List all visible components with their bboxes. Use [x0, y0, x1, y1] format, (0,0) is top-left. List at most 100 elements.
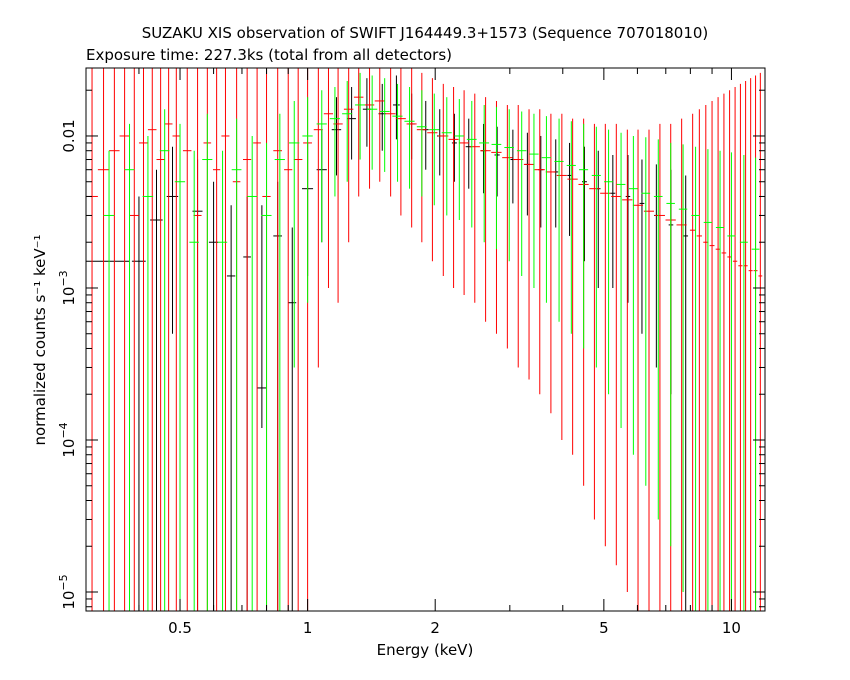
- data-point: [676, 118, 687, 611]
- data-point: [159, 109, 170, 611]
- plot-area: [85, 67, 766, 612]
- data-point: [541, 116, 552, 303]
- data-point: [538, 135, 544, 228]
- plot-frame: [85, 67, 766, 612]
- data-point: [217, 150, 228, 611]
- data-point: [625, 154, 631, 303]
- data-point: [591, 126, 601, 368]
- data-point: [479, 104, 490, 243]
- data-point: [231, 118, 242, 611]
- data-point: [739, 154, 748, 611]
- x-axis-label: Energy (keV): [377, 641, 474, 659]
- data-layer: [86, 68, 763, 611]
- data-point: [641, 137, 651, 486]
- data-point: [448, 86, 459, 288]
- data-point: [182, 68, 192, 611]
- data-point: [610, 154, 616, 288]
- data-point: [416, 90, 427, 197]
- data-point: [566, 121, 576, 334]
- data-point: [616, 132, 626, 428]
- data-point: [243, 68, 252, 611]
- y-axis-ticks: 0.01 10−3 10−4 10−5: [57, 89, 765, 610]
- data-point: [379, 78, 390, 172]
- data-point: [666, 142, 675, 547]
- data-point: [261, 142, 272, 611]
- data-point: [97, 68, 110, 611]
- data-point: [579, 123, 589, 349]
- data-point: [257, 205, 267, 428]
- data-point: [534, 109, 545, 395]
- data-point: [142, 135, 154, 611]
- y-tick-label: 0.01: [60, 119, 78, 152]
- data-point: [523, 109, 535, 380]
- data-point: [429, 93, 440, 206]
- y-tick-label: 10−3: [57, 270, 78, 305]
- data-point: [751, 157, 760, 611]
- data-point: [342, 80, 353, 182]
- data-point: [253, 68, 261, 611]
- data-point: [622, 129, 633, 593]
- data-point: [316, 90, 327, 243]
- data-point: [109, 68, 120, 611]
- x-tick-label: 5: [599, 619, 609, 637]
- data-point: [374, 68, 385, 182]
- data-point: [212, 68, 221, 611]
- data-point: [86, 215, 130, 611]
- data-point: [556, 113, 567, 440]
- data-point: [516, 111, 527, 276]
- data-point: [696, 109, 702, 611]
- data-point: [323, 68, 334, 288]
- data-point: [480, 97, 491, 322]
- data-point: [164, 68, 173, 611]
- data-point: [454, 99, 465, 221]
- data-point: [611, 123, 622, 566]
- x-tick-label: 10: [722, 619, 741, 637]
- data-point: [653, 139, 663, 520]
- data-point: [748, 78, 753, 611]
- data-point: [288, 227, 297, 611]
- data-point: [758, 72, 763, 611]
- data-point: [226, 205, 236, 611]
- chart-subtitle: Exposure time: 227.3ks (total from all d…: [86, 46, 452, 64]
- data-point: [709, 100, 715, 611]
- data-point: [494, 126, 500, 197]
- data-point: [247, 135, 258, 611]
- y-tick-label: 10−5: [57, 574, 78, 609]
- data-point: [441, 97, 452, 216]
- data-point: [491, 107, 502, 250]
- x-axis-ticks: 0.5 1 2 5 10: [85, 68, 741, 637]
- data-point: [689, 113, 696, 611]
- data-point: [553, 139, 559, 228]
- data-point: [469, 93, 480, 303]
- data-point: [343, 68, 354, 243]
- chart-title: SUZAKU XIS observation of SWIFT J164449.…: [142, 24, 709, 42]
- data-point: [510, 129, 516, 204]
- x-tick-label: 0.5: [168, 619, 192, 637]
- data-point: [727, 152, 736, 611]
- data-point: [355, 72, 366, 160]
- data-point: [466, 100, 477, 228]
- data-point: [529, 113, 539, 288]
- data-point: [589, 123, 600, 520]
- y-tick-label: 10−4: [57, 422, 78, 457]
- data-point: [654, 123, 665, 611]
- data-point: [632, 129, 644, 611]
- data-point: [172, 68, 181, 611]
- data-point: [392, 75, 400, 140]
- data-point: [451, 113, 457, 182]
- data-point: [329, 86, 340, 197]
- data-point: [193, 68, 202, 611]
- data-point: [293, 68, 303, 611]
- data-point: [581, 146, 587, 262]
- data-point: [273, 68, 282, 611]
- data-point: [302, 97, 313, 303]
- data-point: [406, 68, 417, 228]
- data-point: [683, 175, 689, 611]
- data-point: [465, 118, 472, 189]
- data-point: [124, 123, 135, 611]
- data-point: [289, 100, 300, 368]
- data-point: [437, 109, 443, 176]
- data-point: [284, 68, 293, 611]
- data-point: [189, 150, 199, 611]
- data-point: [678, 144, 688, 593]
